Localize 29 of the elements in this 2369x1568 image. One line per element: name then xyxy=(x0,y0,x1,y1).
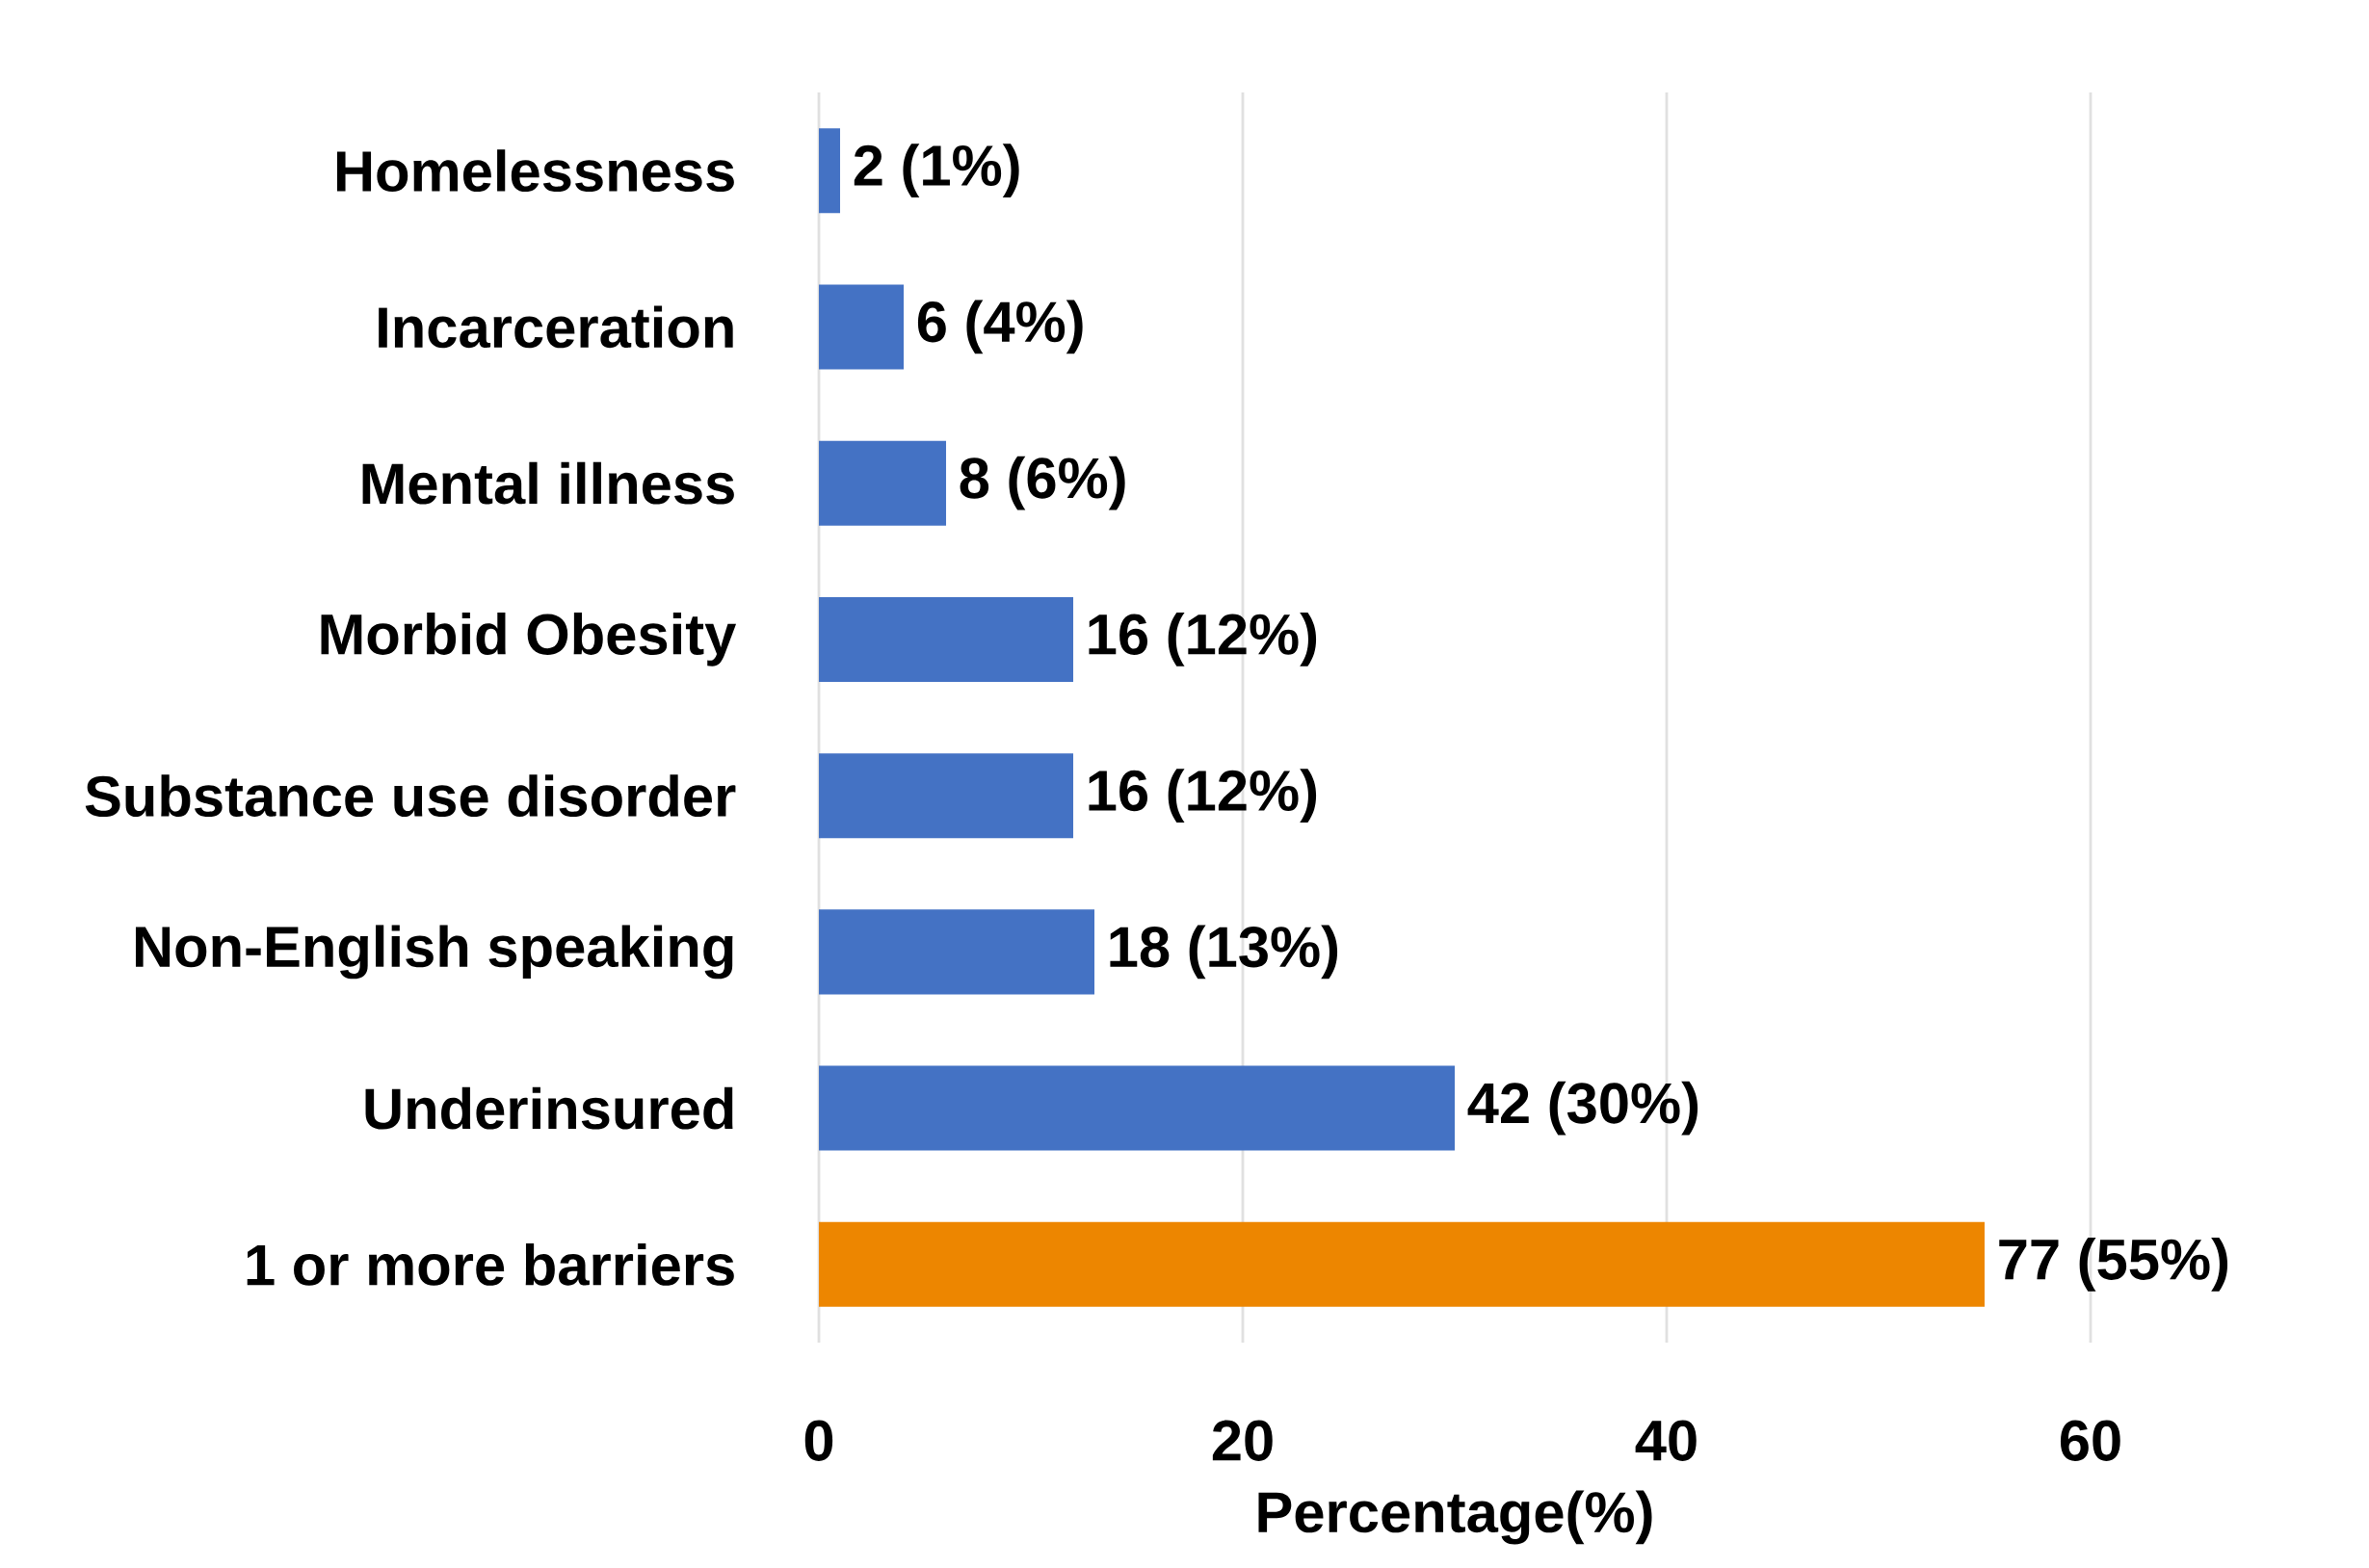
data-label: 8 (6%) xyxy=(960,456,1125,510)
y-tick-label: 1 or more barriers xyxy=(247,1242,734,1286)
data-label: 2 (1%) xyxy=(854,144,1019,197)
bar xyxy=(819,596,1073,682)
y-tick-label: Substance use disorder xyxy=(85,774,736,818)
bar xyxy=(819,909,1094,995)
y-tick-label: Underinsured xyxy=(365,1086,733,1130)
data-label: 42 (30%) xyxy=(1467,1081,1698,1136)
bar xyxy=(819,1221,1985,1307)
bar xyxy=(819,128,840,214)
bar xyxy=(819,440,946,526)
x-tick-label: 60 xyxy=(2060,1420,2120,1461)
y-tick-label: Homelessness xyxy=(336,149,734,193)
data-label: 16 (12%) xyxy=(1089,769,1317,823)
bar xyxy=(819,1065,1455,1151)
y-tick-label: Non-English speaking xyxy=(135,925,733,980)
data-label: 16 (12%) xyxy=(1089,613,1317,666)
data-label: 6 (4%) xyxy=(917,300,1083,354)
y-tick-label: Morbid Obesity xyxy=(321,613,737,666)
data-label: 18 (13%) xyxy=(1110,925,1338,980)
y-tick-label: Incarceration xyxy=(379,305,733,349)
y-tick-label: Mental illness xyxy=(362,461,734,505)
bar xyxy=(819,753,1073,839)
bar xyxy=(819,284,904,370)
x-tick-label: 20 xyxy=(1212,1420,1273,1461)
x-tick-label: 40 xyxy=(1635,1420,1697,1461)
x-axis-title: Percentage(%) xyxy=(1258,1490,1652,1545)
x-tick-label: 0 xyxy=(804,1420,833,1461)
data-label: 77 (55%) xyxy=(1999,1238,2228,1292)
